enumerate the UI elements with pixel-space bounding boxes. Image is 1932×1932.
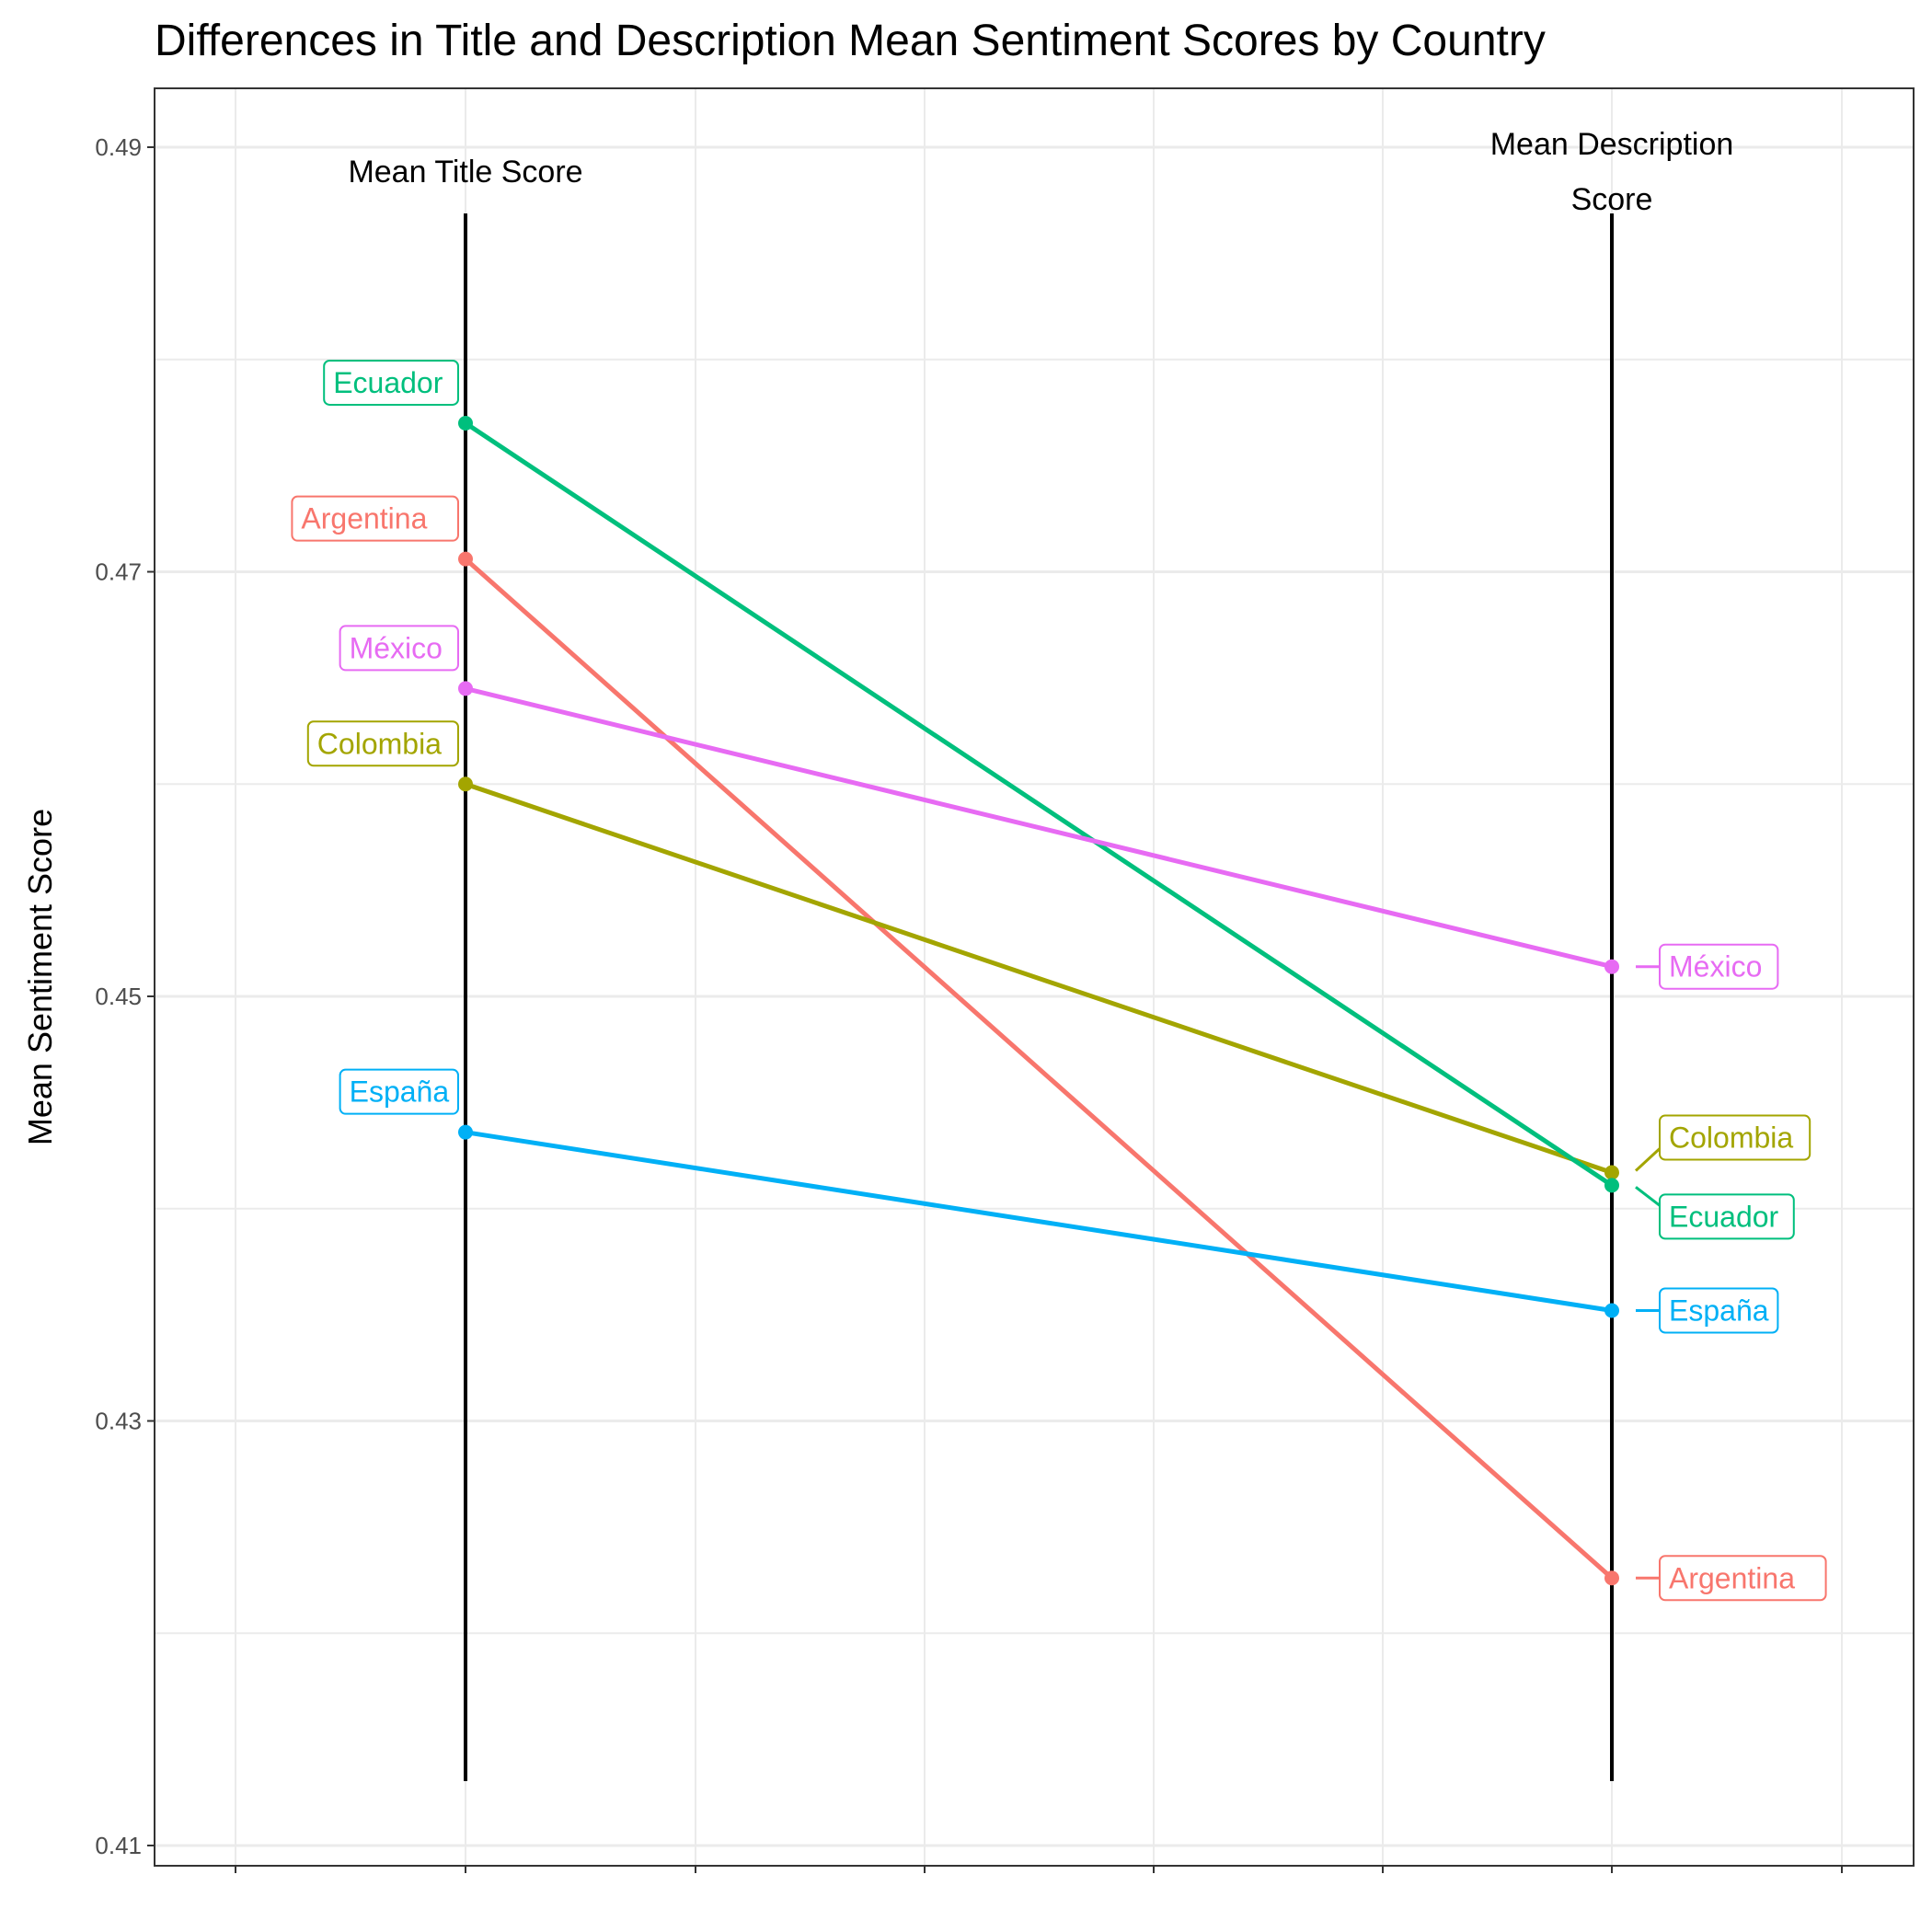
label-text-left-argentina: Argentina <box>301 502 427 535</box>
chart-title: Differences in Title and Description Mea… <box>155 17 1546 65</box>
label-left-ecuador: Ecuador <box>323 359 460 406</box>
point-title-argentina <box>458 551 473 567</box>
label-box-right-ecuador <box>1659 1193 1795 1240</box>
label-text-left-ecuador: Ecuador <box>333 366 443 399</box>
label-right-argentina: Argentina <box>1636 1555 1827 1602</box>
y-tick-label: 0.43 <box>95 1408 142 1435</box>
series-labels: Argentina Argentina Colombia Colombia Ecuado… <box>291 359 1827 1602</box>
y-tick-label: 0.41 <box>95 1832 142 1859</box>
series-line-méxico <box>463 685 1615 970</box>
point-title-méxico <box>458 681 473 696</box>
label-left-colombia: Colombia <box>306 720 459 767</box>
label-left-españa: España <box>339 1068 459 1115</box>
label-box-right-colombia <box>1659 1114 1811 1161</box>
point-description-colombia <box>1604 1165 1619 1180</box>
y-tick-label: 0.47 <box>95 558 142 586</box>
label-text-left-méxico: México <box>350 631 443 664</box>
label-right-colombia: Colombia <box>1634 1114 1811 1172</box>
label-right-méxico: México <box>1636 943 1779 990</box>
point-title-ecuador <box>458 415 473 431</box>
category-axes: Mean Title Score Mean Description Score <box>348 127 1733 1781</box>
series-lines <box>458 415 1619 1586</box>
label-box-right-méxico <box>1659 943 1779 990</box>
description-score-header: Mean Description Score <box>1490 127 1734 217</box>
series-line-argentina <box>463 557 1615 1581</box>
y-tick-label: 0.49 <box>95 133 142 161</box>
label-box-left-méxico <box>339 625 459 672</box>
label-text-right-méxico: México <box>1669 950 1762 983</box>
y-tick-label: 0.45 <box>95 983 142 1010</box>
point-description-españa <box>1604 1303 1619 1318</box>
point-title-colombia <box>458 776 473 792</box>
label-text-right-colombia: Colombia <box>1669 1121 1793 1155</box>
label-connector-colombia <box>1634 1147 1662 1172</box>
series-line-colombia <box>463 781 1615 1176</box>
label-text-left-españa: España <box>350 1075 450 1109</box>
series-line-españa <box>463 1130 1615 1314</box>
label-text-right-argentina: Argentina <box>1669 1561 1795 1594</box>
point-description-ecuador <box>1604 1178 1619 1193</box>
point-description-méxico <box>1604 959 1619 974</box>
label-left-argentina: Argentina <box>291 495 459 542</box>
gridlines <box>155 88 1914 1866</box>
series-line-ecuador <box>463 420 1615 1188</box>
label-box-left-colombia <box>306 720 459 767</box>
label-connector-ecuador <box>1635 1186 1661 1207</box>
panel-border <box>154 87 1915 1867</box>
label-box-left-argentina <box>291 495 459 542</box>
label-right-ecuador: Ecuador <box>1635 1186 1795 1240</box>
label-box-right-argentina <box>1659 1555 1827 1602</box>
label-text-right-españa: España <box>1669 1294 1769 1328</box>
y-axis-ticks: 0.41 0.43 0.45 0.47 0.49 <box>95 133 1843 1873</box>
label-box-right-españa <box>1659 1287 1779 1334</box>
label-text-right-ecuador: Ecuador <box>1669 1200 1779 1233</box>
point-title-españa <box>458 1124 473 1140</box>
title-score-header: Mean Title Score <box>348 155 582 190</box>
label-text-left-colombia: Colombia <box>317 727 442 760</box>
y-axis-label: Mean Sentiment Score <box>21 809 59 1145</box>
label-box-left-españa <box>339 1068 459 1115</box>
point-description-argentina <box>1604 1570 1619 1586</box>
label-box-left-ecuador <box>323 359 460 406</box>
label-left-méxico: México <box>339 625 459 672</box>
label-right-españa: España <box>1636 1287 1779 1334</box>
